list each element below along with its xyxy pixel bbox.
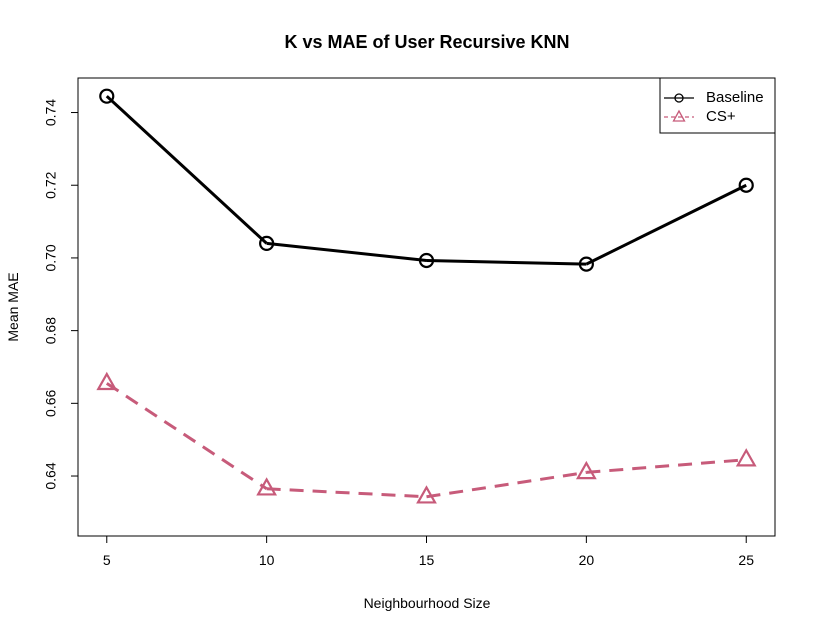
series-cs-point [96, 371, 118, 391]
series-cs-point [416, 485, 437, 504]
y-tick-label: 0.70 [43, 244, 59, 271]
x-axis: 5 10 15 20 25 [103, 536, 754, 568]
y-tick-label: 0.74 [43, 99, 59, 126]
legend-cs-marker [672, 109, 686, 122]
series-cs-point [256, 477, 278, 496]
x-tick-label: 20 [579, 552, 595, 568]
y-tick-label: 0.72 [43, 171, 59, 198]
series-baseline [99, 88, 754, 272]
y-tick-label: 0.66 [43, 389, 59, 416]
series-cs [96, 371, 757, 504]
x-tick-label: 25 [738, 552, 754, 568]
legend: Baseline CS+ [659, 77, 776, 134]
series-cs-point [575, 460, 597, 480]
series-baseline-segment [105, 95, 268, 245]
series-layer [96, 88, 757, 504]
y-tick-label: 0.64 [43, 462, 59, 489]
series-baseline-point [738, 177, 754, 193]
series-baseline-point [259, 235, 275, 251]
series-baseline-point [99, 88, 115, 104]
series-cs-segment [586, 458, 747, 474]
series-cs-segment [266, 487, 427, 499]
series-cs-segment [426, 470, 587, 499]
series-cs-segment [105, 382, 268, 490]
y-axis: 0.64 0.66 0.68 0.70 0.72 0.74 [43, 99, 78, 490]
series-baseline-point [578, 256, 594, 272]
legend-cs-label: CS+ [706, 108, 736, 125]
legend-baseline-label: Baseline [706, 89, 764, 106]
x-tick-label: 15 [419, 552, 435, 568]
legend-baseline-marker [674, 93, 684, 103]
legend-box [659, 77, 776, 134]
series-baseline-segment [585, 183, 747, 266]
plot-area-frame [77, 77, 776, 537]
series-baseline-point [418, 252, 435, 269]
series-baseline-segment [426, 258, 587, 266]
y-axis-label: Mean MAE [5, 272, 21, 341]
x-tick-label: 5 [103, 552, 111, 568]
x-tick-label: 10 [259, 552, 275, 568]
y-tick-label: 0.68 [43, 317, 59, 344]
series-baseline-segment [266, 241, 427, 262]
series-cs-point [735, 448, 757, 467]
chart-title: K vs MAE of User Recursive KNN [284, 32, 569, 52]
legend-entries: Baseline CS+ [664, 89, 764, 125]
x-axis-label: Neighbourhood Size [364, 595, 491, 611]
